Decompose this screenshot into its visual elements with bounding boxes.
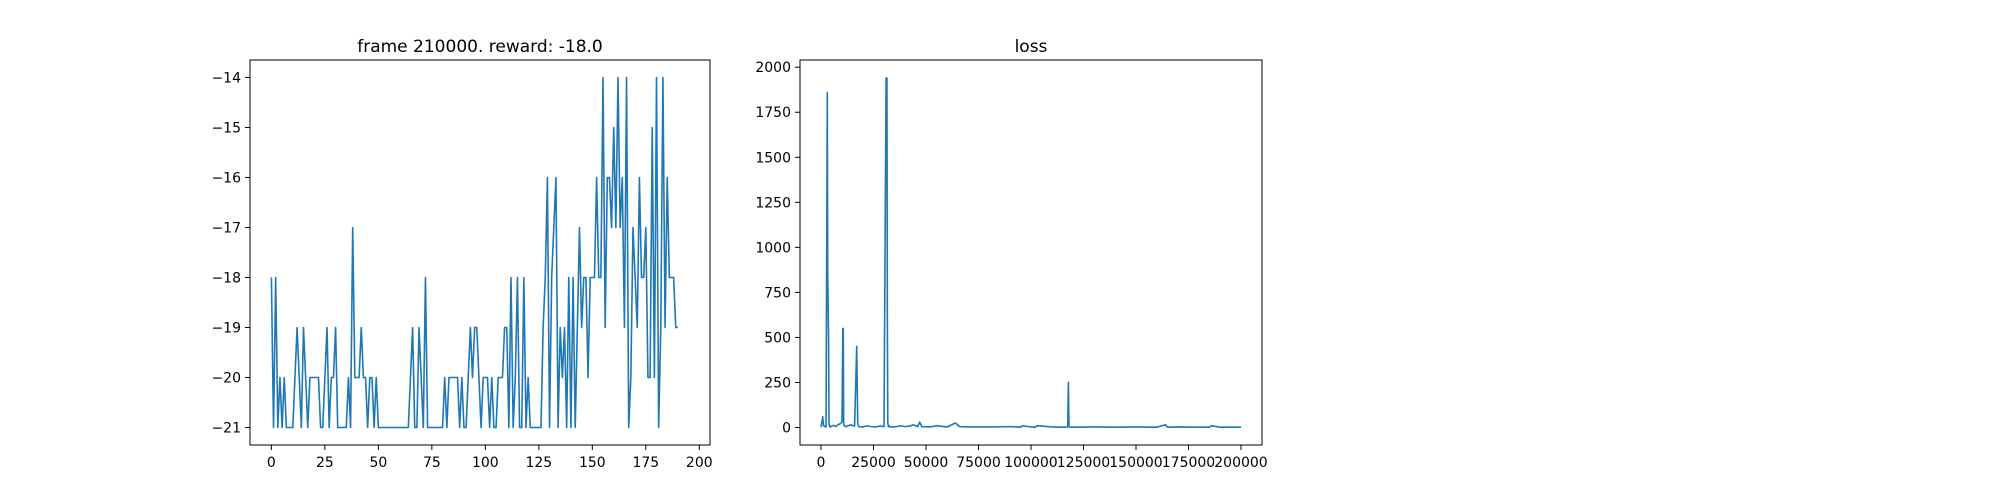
- y-tick-label: −17: [211, 221, 241, 237]
- loss-series: [820, 77, 1241, 428]
- reward-line: [270, 76, 678, 429]
- loss-chart-title: loss: [1015, 37, 1048, 57]
- y-tick-label: 1000: [755, 240, 791, 256]
- x-tick-label: 175: [632, 455, 659, 471]
- x-tick-label: 150000: [1109, 455, 1162, 471]
- x-tick-label: 150: [579, 455, 606, 471]
- y-tick-label: 500: [764, 330, 791, 346]
- loss-line: [820, 77, 1241, 428]
- x-tick-label: 25: [316, 455, 334, 471]
- x-tick-label: 175000: [1162, 455, 1215, 471]
- y-tick-label: −14: [211, 71, 241, 87]
- y-tick-label: 1500: [755, 150, 791, 166]
- y-tick-label: −18: [211, 271, 241, 287]
- loss-plot-area: [799, 59, 1263, 446]
- x-tick-label: 0: [267, 455, 276, 471]
- x-tick-label: 100: [472, 455, 499, 471]
- x-tick-label: 50000: [904, 455, 949, 471]
- loss-x-ticks: 0 25000 50000 75000 100000 125000 150000 175000…: [817, 445, 1268, 471]
- y-tick-label: 1750: [755, 105, 791, 121]
- y-tick-label: −15: [211, 121, 241, 137]
- reward-x-ticks: 0 25 50 75 100 125 150 175 200: [267, 445, 713, 471]
- reward-plot-area: [249, 59, 711, 446]
- y-tick-label: 2000: [755, 60, 791, 76]
- x-tick-label: 0: [817, 455, 826, 471]
- loss-y-ticks: 0 250 500 750 1000 1250 1500 1750 2000: [755, 60, 800, 437]
- y-tick-label: 250: [764, 375, 791, 391]
- x-tick-label: 25000: [851, 455, 896, 471]
- reward-y-ticks: −21 −20 −19 −18 −17 −16 −15 −14: [211, 71, 250, 437]
- reward-chart: frame 210000. reward: -18.0 −21 −20 −19 −18…: [211, 37, 712, 471]
- y-tick-label: 750: [764, 285, 791, 301]
- y-tick-label: −21: [211, 421, 241, 437]
- y-tick-label: −19: [211, 321, 241, 337]
- x-tick-label: 200000: [1214, 455, 1267, 471]
- reward-chart-title: frame 210000. reward: -18.0: [357, 37, 603, 57]
- x-tick-label: 50: [369, 455, 387, 471]
- y-tick-label: 0: [782, 421, 791, 437]
- x-tick-label: 125000: [1057, 455, 1110, 471]
- x-tick-label: 125: [525, 455, 552, 471]
- x-tick-label: 200: [686, 455, 713, 471]
- x-tick-label: 75: [423, 455, 441, 471]
- reward-series: [270, 76, 678, 429]
- y-tick-label: −20: [211, 371, 241, 387]
- y-tick-label: 1250: [755, 195, 791, 211]
- x-tick-label: 75000: [956, 455, 1001, 471]
- loss-chart: loss 0 250 500 750 1000 1250 1500 1750 2000 0 250…: [755, 37, 1267, 471]
- y-tick-label: −16: [211, 171, 241, 187]
- x-tick-label: 100000: [1004, 455, 1057, 471]
